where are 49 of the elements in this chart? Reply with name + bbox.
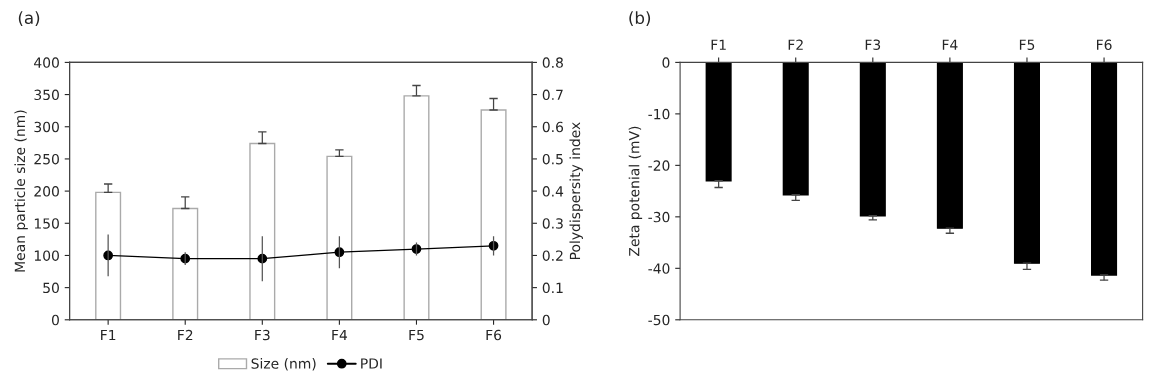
y2-tick-label: 0.3 [542,218,563,229]
y-tick-label: 0 [662,57,670,68]
bar [249,142,276,320]
y2-tick-label: 0.1 [542,282,563,294]
y2-tick-label: 0.8 [542,57,563,68]
y2-axis-title: Polydispersity index [569,122,583,260]
y2-tick-label: 0.4 [542,186,564,197]
y-axis-title: Mean particle size (nm) [14,110,28,272]
x-tick-label: F3 [255,329,270,341]
y2-tick-label: 0 [542,314,550,326]
y-axis-title: Zeta potenial (mV) [628,126,643,256]
bar [326,155,353,320]
y-tick-label: 100 [34,250,59,261]
y2-tick-label: 0.7 [542,89,563,101]
x-tick-label: F6 [1097,39,1112,50]
y-tick-label: 250 [34,153,59,165]
x-tick-label: F1 [711,39,726,50]
y-tick-label: -20 [648,160,670,171]
x-tick-label: F4 [332,329,348,341]
legend-label: Size (nm) [251,358,316,371]
x-tick-label: F4 [942,39,958,50]
y-tick-label: 200 [34,186,59,197]
y2-tick-label: 0.5 [542,153,563,165]
y-tick-label: 150 [34,218,59,229]
y-tick-label: 350 [34,89,59,101]
y-tick-label: 400 [34,57,59,68]
x-tick-label: F2 [178,329,193,341]
y-tick-label: 50 [43,282,59,294]
y-tick-label: 300 [34,121,59,133]
x-tick-label: F3 [865,39,881,50]
y-tick-label: -50 [648,314,670,326]
x-tick-label: F5 [1019,39,1035,50]
y-tick-label: -30 [648,211,670,223]
x-tick-label: F5 [409,329,424,341]
x-tick-label: F6 [486,329,502,341]
bar [403,95,430,320]
y2-tick-label: 0.2 [542,250,563,261]
y-tick-label: -40 [648,263,670,274]
y-tick-label: 0 [51,314,59,326]
bar [480,109,507,320]
y2-tick-label: 0.6 [542,121,564,133]
bar [95,191,122,320]
chart-title: (a) [18,11,40,27]
y-tick-label: -10 [648,108,670,120]
x-tick-label: F1 [101,329,116,341]
legend-label: PDI [361,358,382,369]
x-tick-label: F2 [788,39,803,50]
chart-title: (b) [629,11,651,27]
bar [172,207,199,320]
